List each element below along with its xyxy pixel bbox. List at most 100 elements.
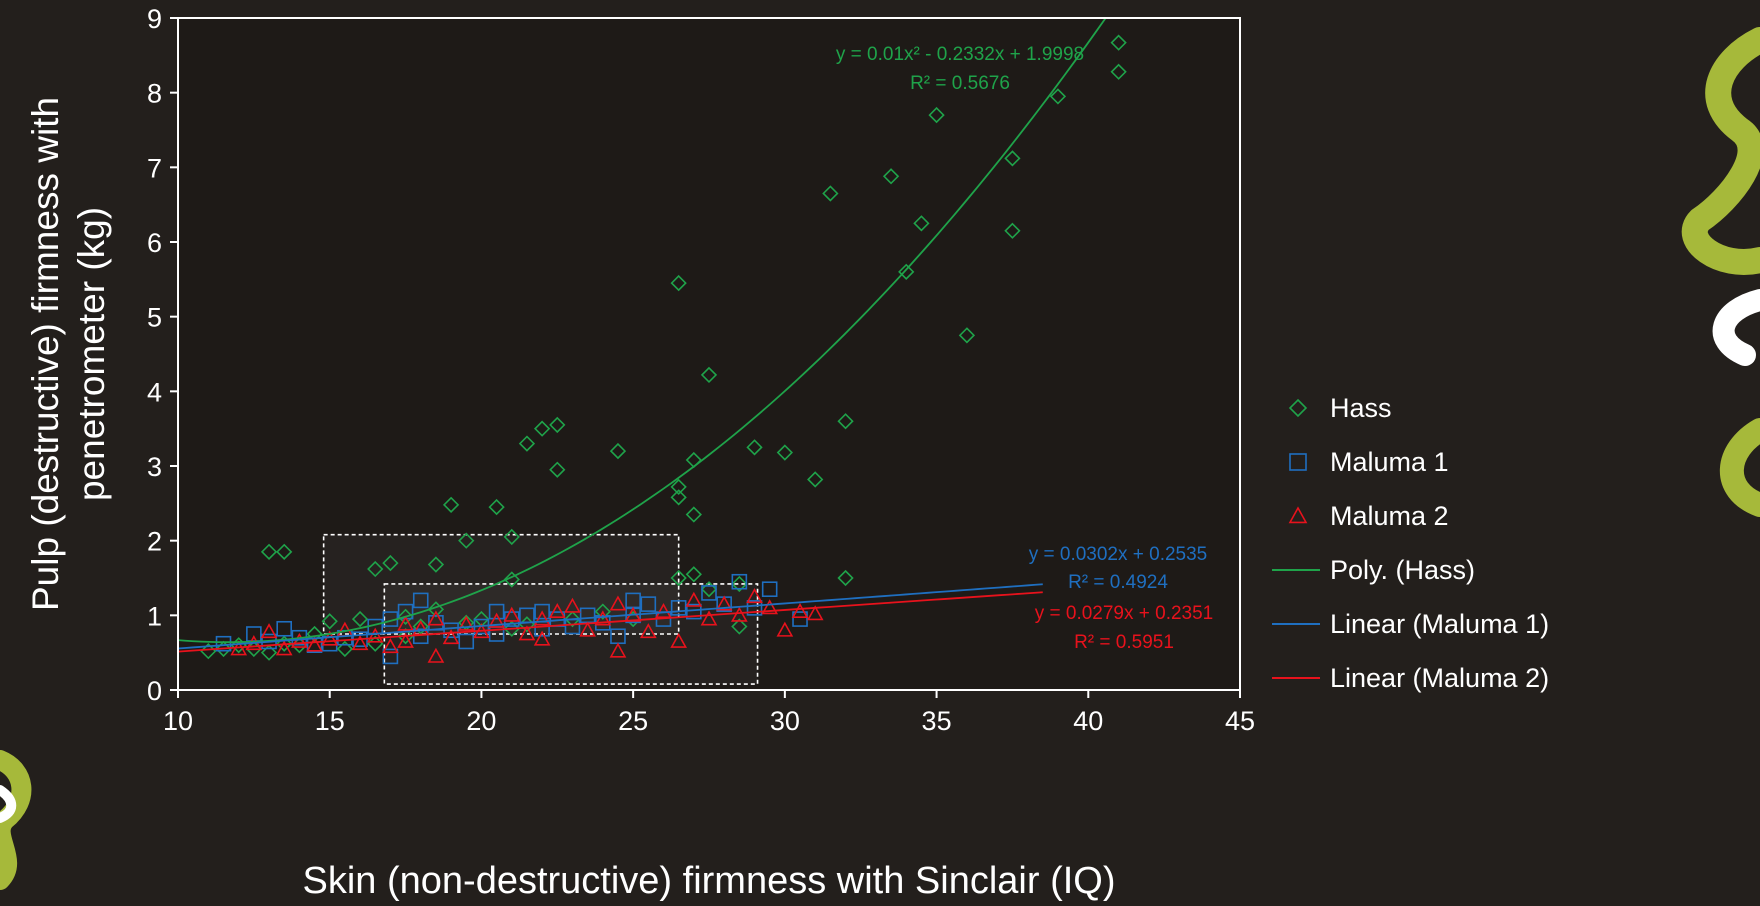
data-point	[564, 610, 581, 628]
decor-swirl-right-1	[1681, 27, 1760, 275]
data-point	[442, 629, 460, 645]
data-point	[609, 642, 627, 658]
data-point	[412, 592, 429, 609]
data-point	[761, 599, 779, 615]
legend-label: Hass	[1330, 393, 1392, 423]
x-tick-label: 15	[315, 706, 345, 736]
data-point	[640, 596, 657, 612]
data-point	[382, 648, 399, 665]
data-point	[397, 632, 414, 648]
data-point	[397, 615, 414, 631]
data-point	[670, 274, 687, 292]
data-point	[503, 528, 520, 546]
legend-label: Linear (Maluma 1)	[1330, 609, 1549, 639]
y-tick-label: 9	[147, 4, 162, 34]
data-point	[518, 625, 536, 641]
legend-label: Poly. (Hass)	[1330, 555, 1475, 585]
legend-label: Maluma 2	[1330, 501, 1449, 531]
data-point	[443, 622, 459, 639]
data-point	[746, 439, 763, 456]
legend-item-linear-maluma-2: Linear (Maluma 2)	[1272, 663, 1549, 693]
data-point	[427, 647, 445, 663]
data-point	[685, 506, 702, 523]
data-point	[791, 602, 809, 619]
data-point	[882, 168, 900, 185]
y-axis-title: Pulp (destructive) firmness with penetrom…	[25, 97, 112, 611]
data-point	[564, 597, 581, 613]
x-tick-label: 10	[163, 706, 193, 736]
data-point	[685, 566, 702, 583]
data-point	[761, 581, 778, 598]
x-tick-label: 40	[1073, 706, 1103, 736]
data-point	[1110, 63, 1127, 80]
data-point	[776, 621, 794, 637]
data-point	[806, 605, 824, 621]
legend-item-maluma-1: Maluma 1	[1289, 447, 1449, 477]
data-point	[321, 630, 339, 646]
trendline-linear-maluma-1	[178, 583, 1043, 650]
data-point	[792, 611, 808, 627]
trendline-equation-2: y = 0.0302x + 0.2535	[1029, 544, 1208, 565]
trendline-equation-1: y = 0.01x² - 0.2332x + 1.9998	[836, 44, 1084, 65]
data-point	[458, 633, 475, 650]
data-point	[306, 625, 323, 643]
data-point	[700, 581, 718, 598]
x-tick-label: 45	[1225, 706, 1255, 736]
data-point	[548, 602, 566, 619]
data-point	[367, 560, 384, 578]
decor-swirls	[0, 27, 1760, 890]
y-axis-title-line-2: penetrometer (kg)	[71, 207, 112, 501]
data-point	[639, 623, 657, 639]
legend-item-hass: Hass	[1288, 393, 1392, 423]
data-point	[928, 106, 945, 124]
legend-label: Linear (Maluma 2)	[1330, 663, 1549, 693]
data-point	[715, 595, 733, 611]
x-tick-label: 20	[466, 706, 496, 736]
data-point	[427, 556, 445, 573]
data-point	[1004, 150, 1021, 167]
data-point	[488, 603, 505, 620]
data-point	[260, 543, 278, 560]
legend-marker	[1288, 398, 1308, 418]
y-tick-label: 6	[147, 228, 162, 258]
data-point	[731, 575, 748, 593]
y-tick-label: 2	[147, 527, 162, 557]
data-point	[670, 600, 687, 616]
x-axis-title: Skin (non-destructive) firmness with Sin…	[303, 860, 1116, 902]
decor-swirl-right-2	[1712, 289, 1760, 366]
trendline-r2-3: R² = 0.5951	[1074, 632, 1174, 653]
data-point	[655, 602, 672, 619]
plot-frame	[177, 17, 1241, 691]
y-axis-title-line-1: Pulp (destructive) firmness with	[25, 97, 66, 611]
data-point	[503, 611, 520, 627]
data-point	[457, 615, 475, 631]
data-point	[958, 327, 976, 344]
y-tick-label: 8	[147, 79, 162, 109]
data-point	[533, 630, 551, 646]
data-point	[776, 444, 793, 461]
y-tick-label: 1	[147, 601, 162, 631]
data-point	[670, 632, 688, 648]
data-point	[549, 461, 566, 478]
data-point	[215, 635, 232, 652]
data-point	[685, 591, 703, 607]
legend-marker	[1288, 506, 1308, 524]
data-point	[442, 496, 460, 513]
y-tick-label: 5	[147, 303, 162, 333]
data-point	[306, 636, 323, 652]
data-point	[351, 635, 369, 651]
decor-swirl-left-2	[0, 785, 17, 823]
data-point	[215, 640, 232, 658]
data-point	[534, 603, 550, 620]
x-tick-label: 35	[922, 706, 952, 736]
data-point	[670, 478, 687, 496]
plot-data	[178, 18, 1127, 665]
legend-item-linear-maluma-1: Linear (Maluma 1)	[1272, 609, 1549, 639]
trendline-equation-3: y = 0.0279x + 0.2351	[1035, 603, 1214, 624]
data-point	[321, 613, 338, 630]
data-point	[670, 569, 687, 587]
y-tick-label: 0	[147, 676, 162, 706]
data-point	[351, 610, 369, 628]
data-point	[700, 610, 718, 626]
